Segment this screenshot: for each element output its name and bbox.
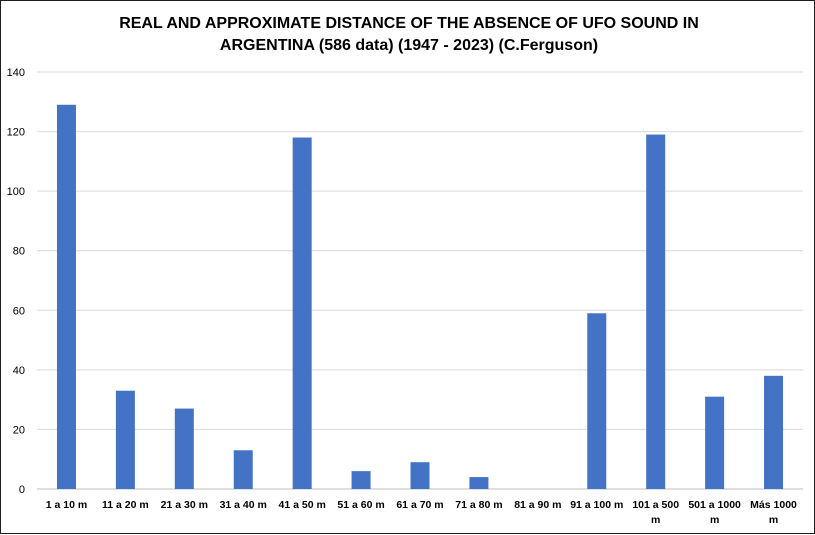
x-tick-label: 11 a 20 m: [102, 499, 149, 511]
x-tick-label: 31 a 40 m: [220, 499, 267, 511]
bar: [646, 134, 666, 490]
y-axis-ticks: 0 20 40 60 80 100 120 140: [7, 67, 25, 496]
x-tick-label: Más 1000: [750, 499, 797, 511]
bar: [410, 462, 430, 489]
chart-title-line: ARGENTINA (586 data) (1947 - 2023) (C.Fe…: [220, 37, 598, 54]
bar: [469, 477, 489, 489]
bar: [115, 390, 135, 489]
x-tick-label: 501 a 1000: [688, 499, 741, 511]
chart-title-line: REAL AND APPROXIMATE DISTANCE OF THE ABS…: [119, 15, 699, 32]
y-tick-label: 120: [7, 127, 25, 139]
y-tick-label: 20: [13, 424, 25, 436]
y-tick-label: 80: [13, 246, 25, 258]
bar: [292, 137, 312, 489]
x-tick-label: 51 a 60 m: [337, 499, 384, 511]
bar: [587, 313, 607, 489]
gridlines: [37, 71, 803, 490]
x-tick-label: 91 a 100 m: [570, 499, 623, 511]
y-tick-label: 0: [19, 484, 25, 496]
bar: [705, 396, 725, 489]
x-tick-label: m: [769, 514, 778, 526]
x-tick-label: m: [651, 514, 660, 526]
y-tick-label: 40: [13, 365, 25, 377]
bar: [764, 375, 784, 489]
bars: [56, 104, 784, 490]
x-tick-label: 1 a 10 m: [46, 499, 87, 511]
bar: [174, 408, 194, 489]
chart-title: REAL AND APPROXIMATE DISTANCE OF THE ABS…: [119, 15, 699, 54]
x-tick-label: 61 a 70 m: [396, 499, 443, 511]
x-tick-label: 71 a 80 m: [455, 499, 502, 511]
bar: [351, 471, 371, 489]
x-tick-label: 101 a 500: [632, 499, 679, 511]
bar: [233, 450, 253, 489]
x-tick-label: 81 a 90 m: [514, 499, 561, 511]
y-tick-label: 140: [7, 67, 25, 79]
y-tick-label: 60: [13, 305, 25, 317]
x-axis-ticks: 1 a 10 m 11 a 20 m 21 a 30 m 31 a 40 m 41 a …: [46, 499, 797, 526]
bar: [56, 104, 76, 489]
x-tick-label: 21 a 30 m: [161, 499, 208, 511]
x-tick-label: m: [710, 514, 719, 526]
x-tick-label: 41 a 50 m: [279, 499, 326, 511]
y-tick-label: 100: [7, 186, 25, 198]
